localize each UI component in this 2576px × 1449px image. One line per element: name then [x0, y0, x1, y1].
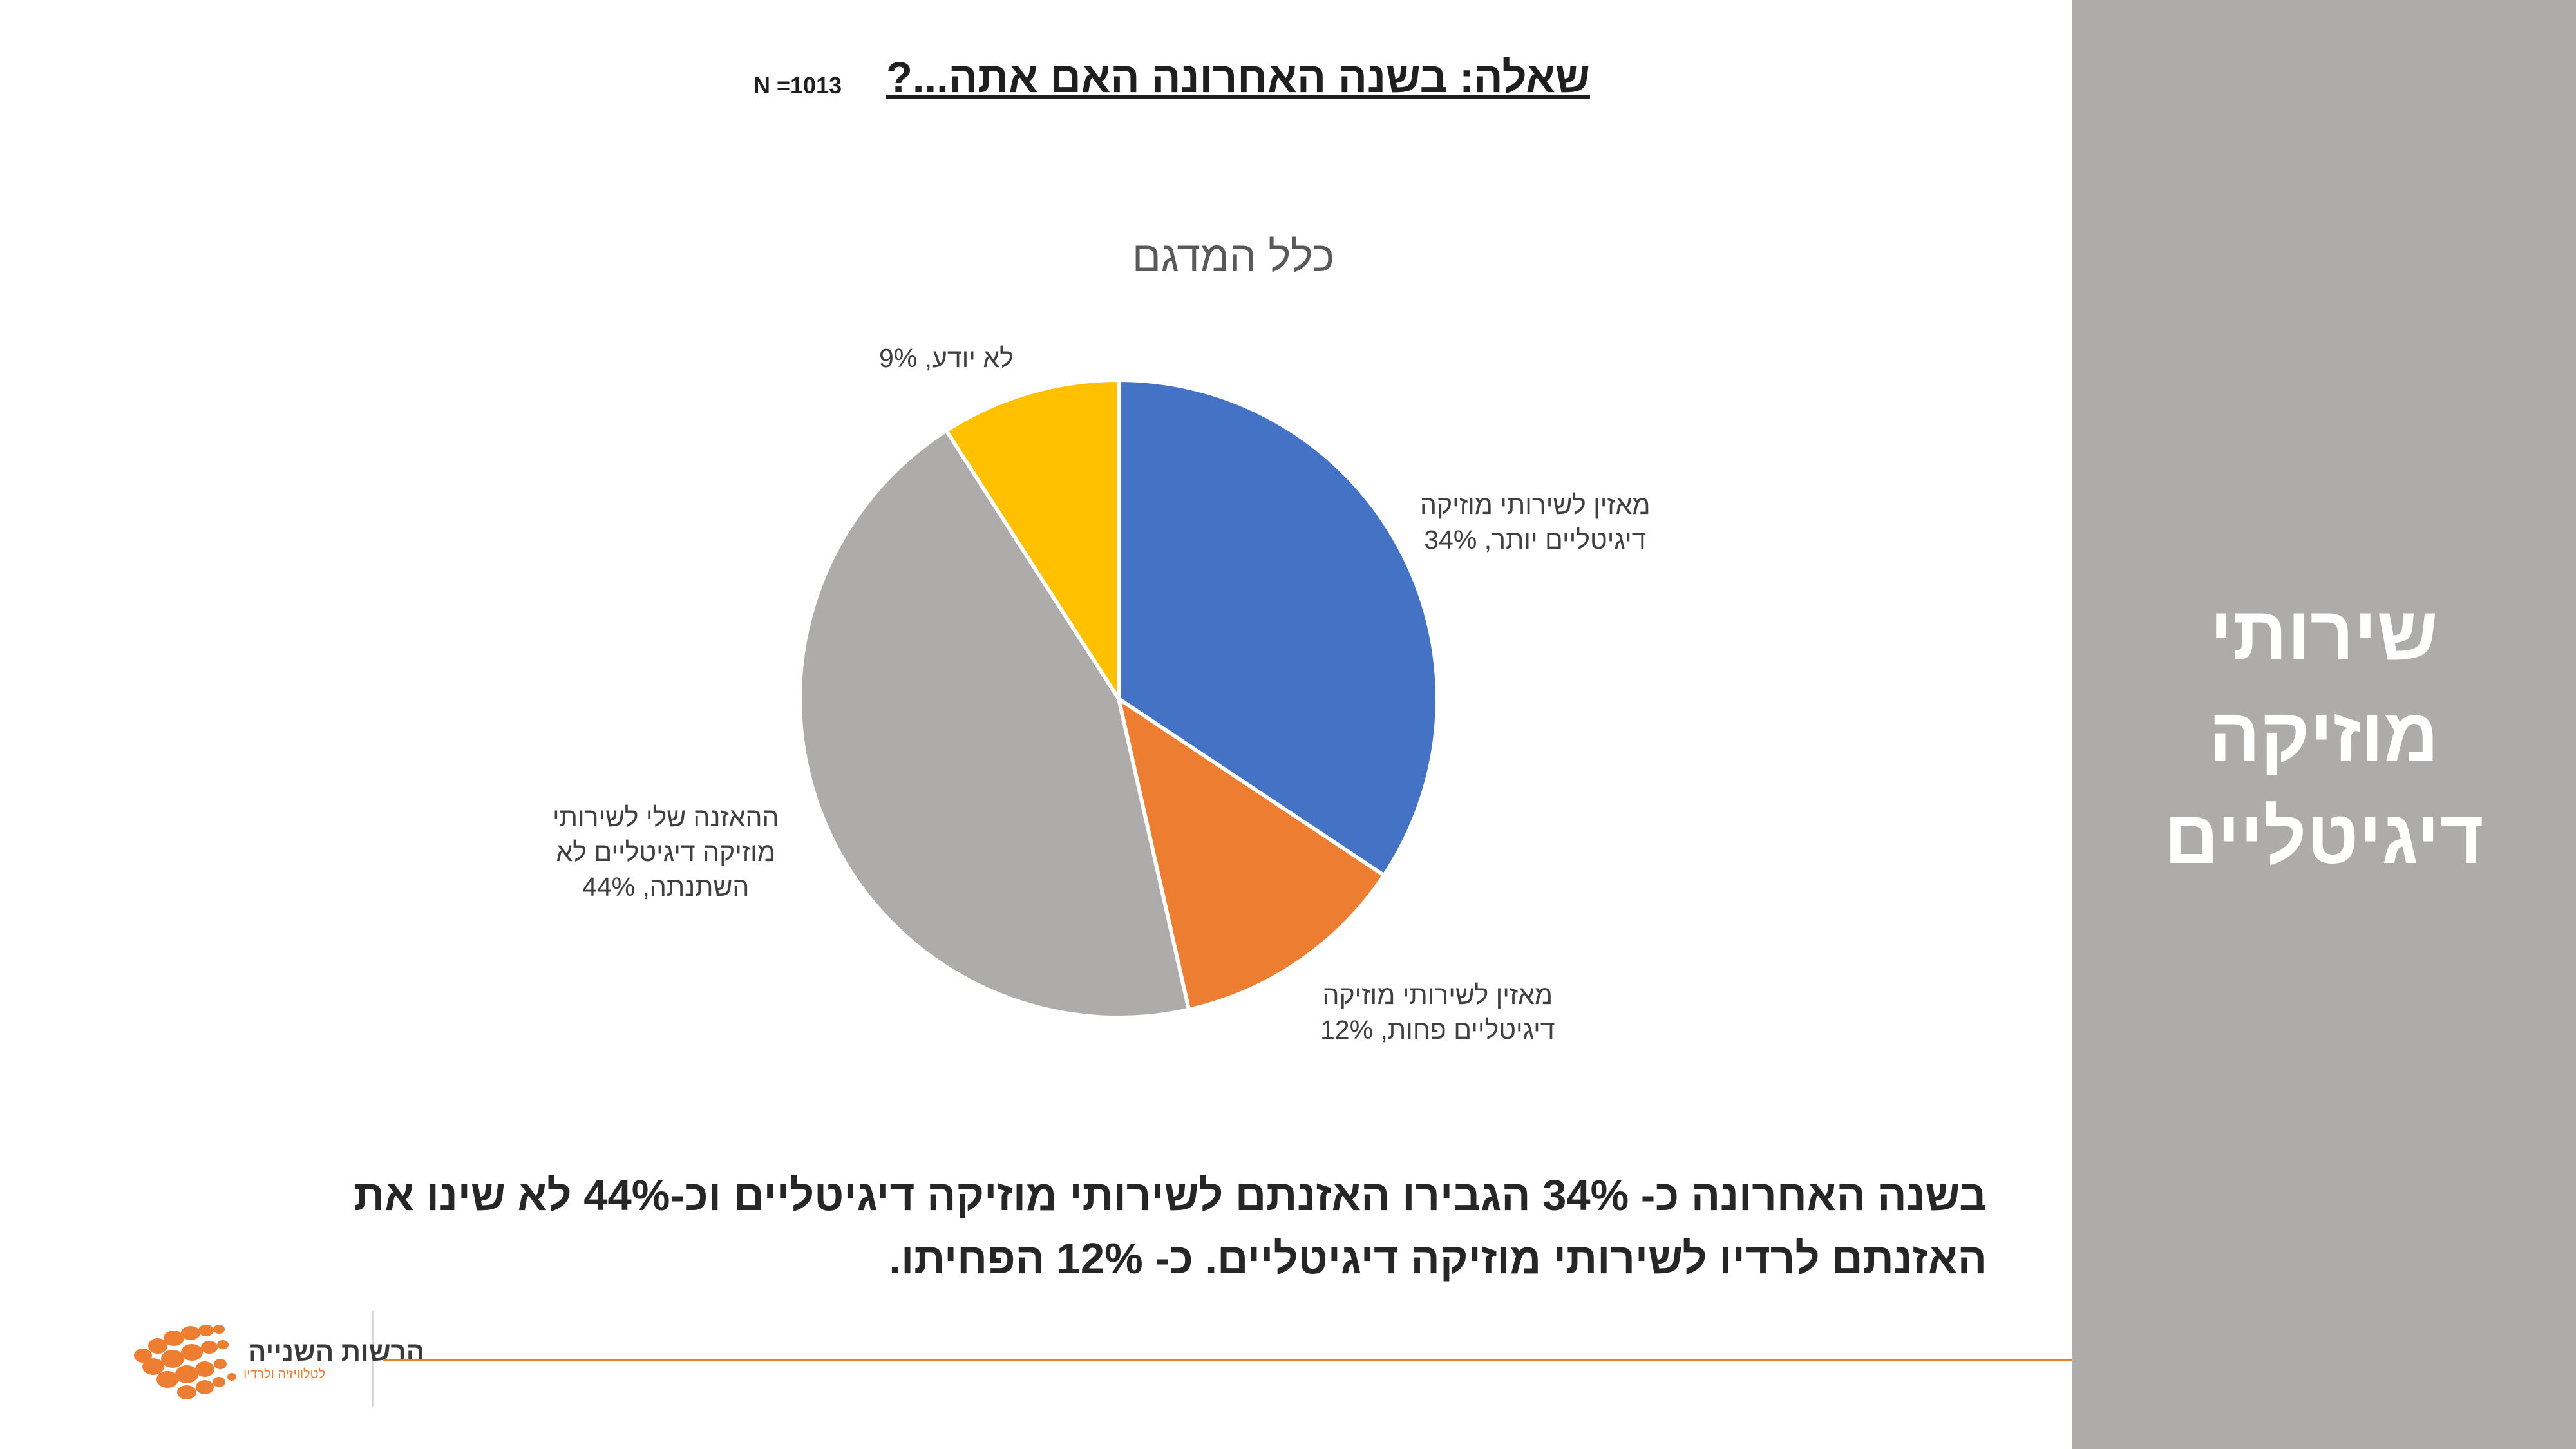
logo-divider — [372, 1311, 374, 1407]
slice-label-dontknow: לא יודע, 9% — [879, 341, 1014, 375]
logo-name: הרשות השנייה — [248, 1336, 425, 1367]
logo-subtitle: לטלוויזיה ולרדיו — [243, 1367, 326, 1381]
sidebar-title-line-2: מוזיקה — [2209, 693, 2439, 778]
sidebar-title: שירותי מוזיקה דיגיטליים — [2072, 583, 2576, 888]
sidebar-title-line-3: דיגיטליים — [2164, 795, 2484, 880]
slice-label-more: מאזין לשירותי מוזיקה דיגיטליים יותר, 34% — [1420, 488, 1651, 557]
slice-label-more-line-2: דיגיטליים יותר, 34% — [1424, 525, 1647, 554]
question-title: שאלה: בשנה האחרונה האם אתה...? — [886, 53, 1590, 102]
slice-label-unchanged-line-1: ההאזנה שלי לשירותי — [553, 802, 779, 832]
slice-label-dontknow-line-1: לא יודע, 9% — [879, 343, 1014, 373]
slice-label-less: מאזין לשירותי מוזיקה דיגיטליים פחות, 12% — [1320, 978, 1555, 1047]
sidebar-panel: שירותי מוזיקה דיגיטליים — [2072, 0, 2576, 1449]
pie-slice-less — [1117, 697, 1387, 1012]
slice-label-more-line-1: מאזין לשירותי מוזיקה — [1420, 490, 1651, 520]
sample-size: N =1013 — [753, 72, 842, 99]
pie-slice-dontknow — [944, 378, 1121, 701]
logo-dots-icon — [134, 1325, 236, 1399]
summary-text: בשנה האחרונה כ- 34% הגבירו האזנתם לשירות… — [354, 1171, 1987, 1283]
slice-label-unchanged: ההאזנה שלי לשירותי מוזיקה דיגיטליים לא ה… — [553, 800, 779, 904]
slice-label-less-line-1: מאזין לשירותי מוזיקה — [1322, 980, 1553, 1010]
sidebar-title-line-1: שירותי — [2210, 591, 2438, 676]
bottom-divider — [383, 1359, 2072, 1361]
slice-label-unchanged-line-3: השתנתה, 44% — [582, 872, 750, 902]
slice-label-unchanged-line-2: מוזיקה דיגיטליים לא — [556, 837, 775, 867]
pie-slice-unchanged — [798, 428, 1191, 1020]
chart-title: כלל המדגם — [1132, 232, 1335, 280]
slice-label-less-line-2: דיגיטליים פחות, 12% — [1320, 1015, 1555, 1045]
